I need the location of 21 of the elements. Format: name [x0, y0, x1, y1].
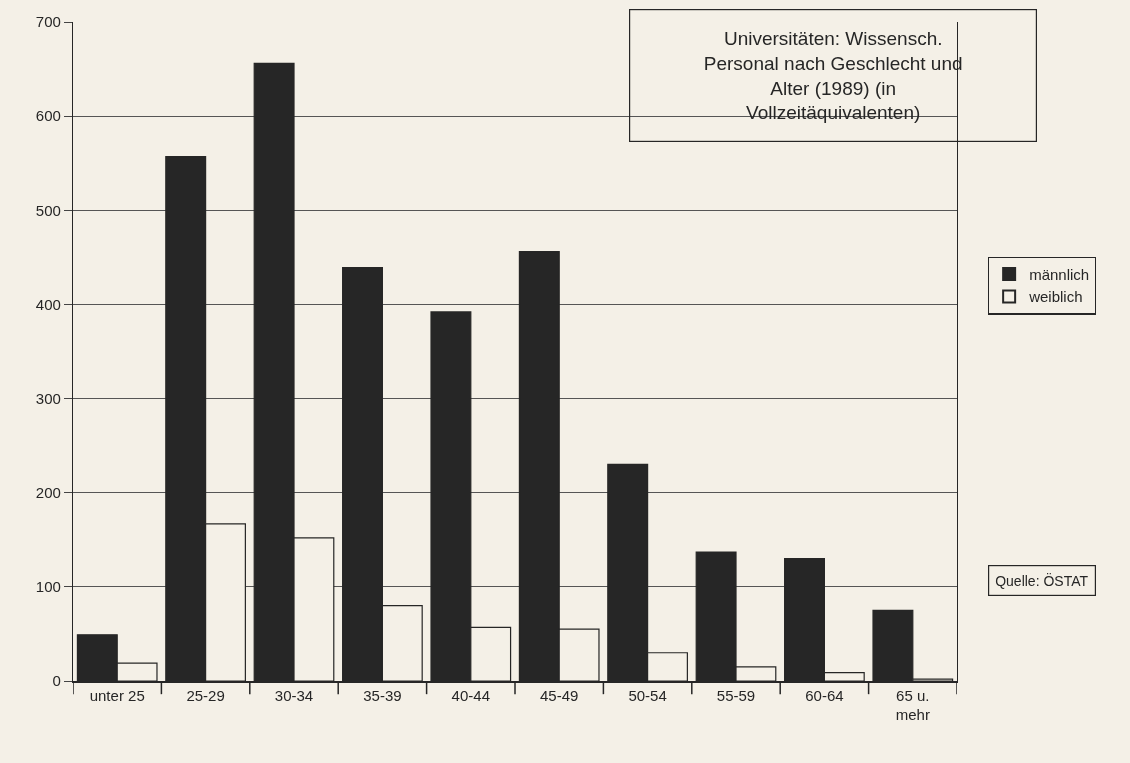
y-tick-label: 0 [52, 672, 61, 690]
y-tick-label: 300 [35, 389, 61, 407]
x-tick-label: 45-49 [540, 686, 579, 704]
x-tick-label: 60-64 [805, 686, 844, 704]
x-tick-label: 40-44 [451, 686, 490, 704]
y-tick-label: 200 [35, 483, 61, 501]
y-tick-label: 500 [35, 201, 61, 219]
legend-label: weiblich [1028, 288, 1083, 306]
x-tick-label: unter 25 [89, 686, 145, 704]
source-note: Quelle: ÖSTAT [995, 572, 1089, 590]
y-tick-label: 700 [35, 13, 61, 31]
y-tick-label: 100 [35, 578, 61, 596]
x-tick-label: 65 u. mehr [895, 686, 930, 724]
x-tick-label: 55-59 [716, 686, 756, 704]
x-tick-label: 25-29 [186, 686, 225, 704]
y-tick-label: 400 [35, 295, 61, 313]
y-tick-label: 600 [35, 107, 61, 125]
x-tick-label: 35-39 [363, 686, 402, 704]
x-tick-label: 30-34 [274, 686, 314, 704]
x-tick-label: 50-54 [628, 686, 667, 704]
legend-label: männlich [1029, 265, 1090, 283]
